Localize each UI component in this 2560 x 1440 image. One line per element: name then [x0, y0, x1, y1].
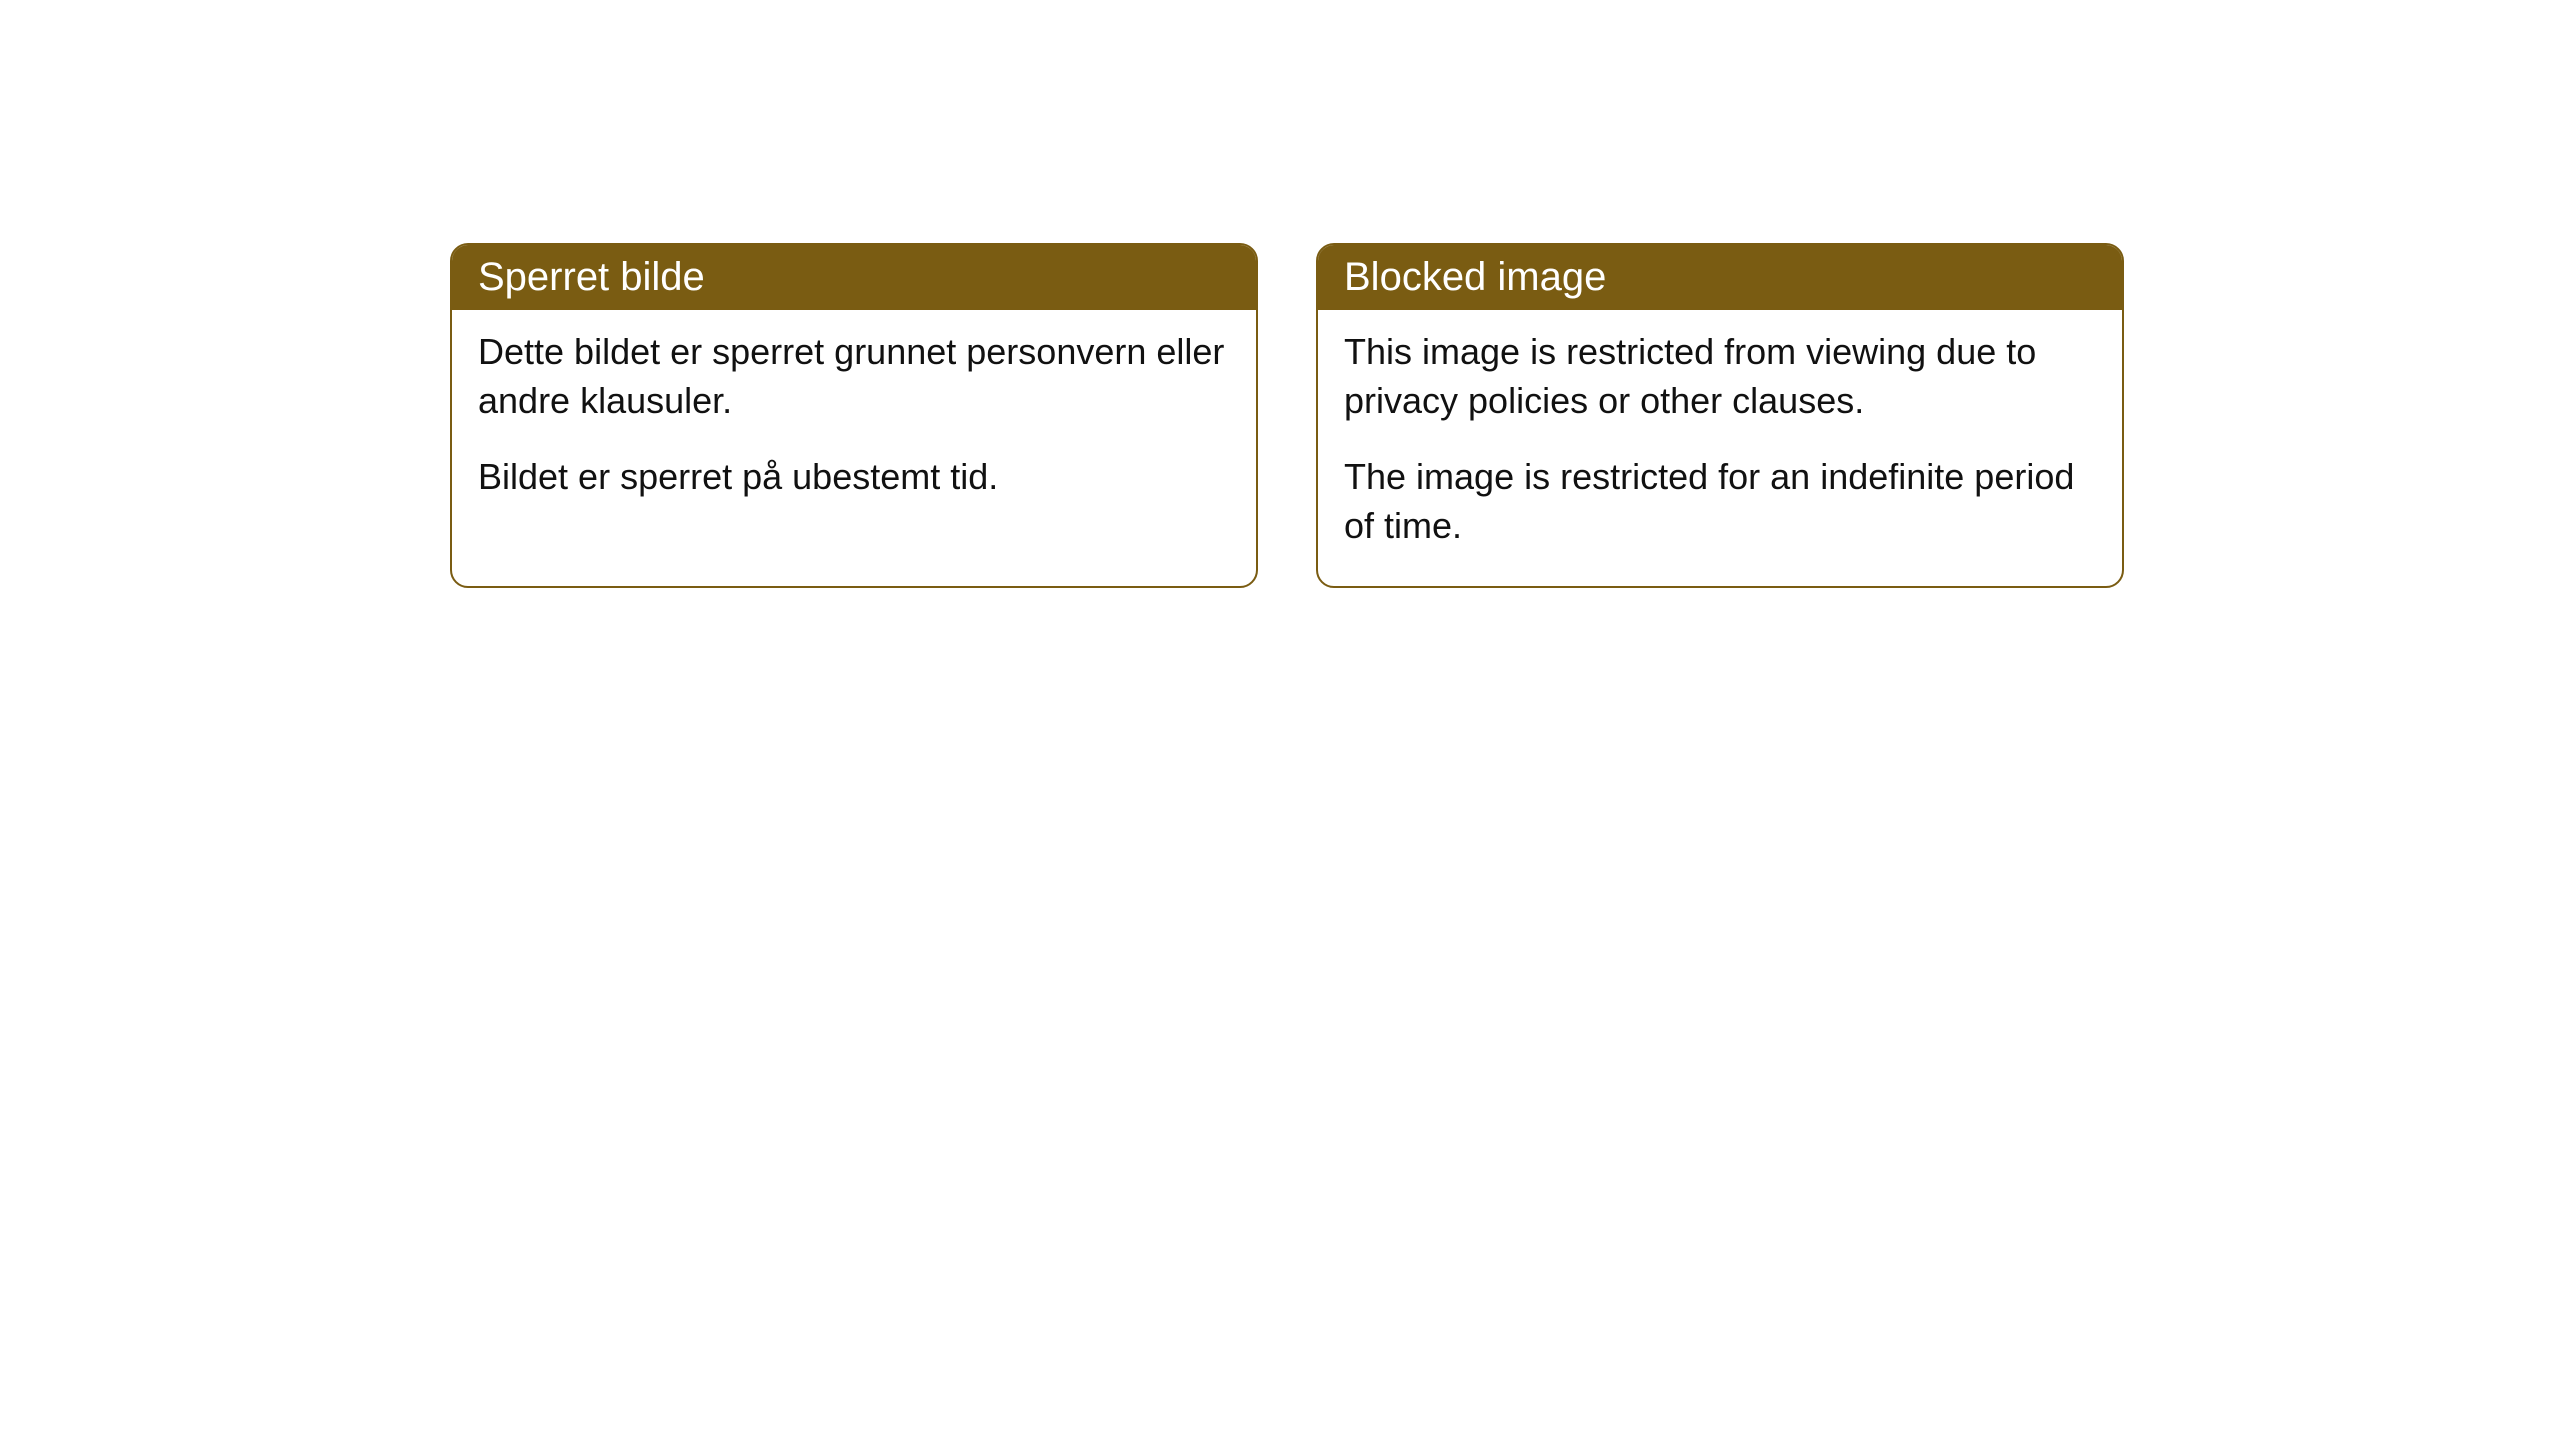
card-body-en: This image is restricted from viewing du…: [1318, 310, 2122, 586]
card-text-no-1: Dette bildet er sperret grunnet personve…: [478, 328, 1230, 425]
card-text-en-2: The image is restricted for an indefinit…: [1344, 453, 2096, 550]
message-cards-row: Sperret bilde Dette bildet er sperret gr…: [450, 243, 2124, 588]
card-title-en: Blocked image: [1318, 245, 2122, 310]
blocked-card-english: Blocked image This image is restricted f…: [1316, 243, 2124, 588]
card-title-no: Sperret bilde: [452, 245, 1256, 310]
blocked-card-norwegian: Sperret bilde Dette bildet er sperret gr…: [450, 243, 1258, 588]
card-body-no: Dette bildet er sperret grunnet personve…: [452, 310, 1256, 538]
card-text-en-1: This image is restricted from viewing du…: [1344, 328, 2096, 425]
card-text-no-2: Bildet er sperret på ubestemt tid.: [478, 453, 1230, 502]
